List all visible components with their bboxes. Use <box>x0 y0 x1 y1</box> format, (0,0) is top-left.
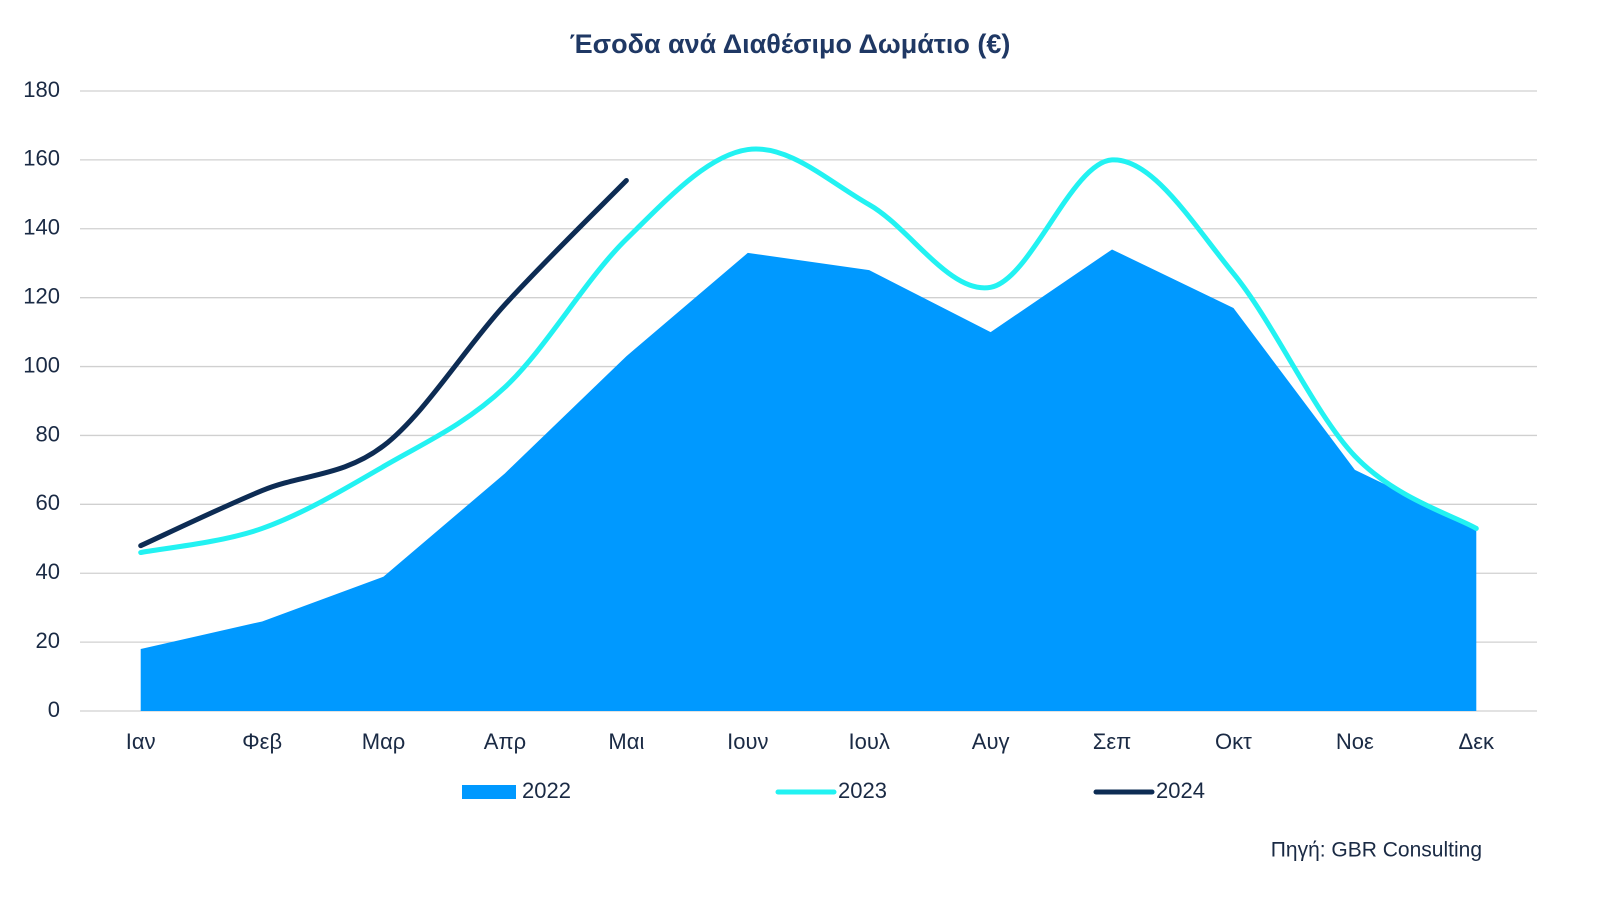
x-tick-label: Ιαν <box>126 729 156 754</box>
x-tick-label: Σεπ <box>1093 729 1132 754</box>
x-tick-label: Ιουλ <box>849 729 890 754</box>
y-tick-label: 20 <box>36 628 60 653</box>
source: Πηγή: GBR Consulting <box>1271 839 1482 862</box>
legend-label: 2023 <box>838 778 887 803</box>
area <box>140 249 1477 711</box>
x-tick-label: Δεκ <box>1459 729 1496 754</box>
y-tick-label: 180 <box>23 77 60 102</box>
legend-label: 2022 <box>522 778 571 803</box>
y-tick-label: 60 <box>36 490 60 515</box>
legend-label: 2024 <box>1156 778 1205 803</box>
x-tick-label: Απρ <box>484 729 526 754</box>
y-tick-label: 40 <box>36 559 60 584</box>
x-tick-label: Μαι <box>608 729 644 754</box>
x-tick-label: Νοε <box>1336 729 1374 754</box>
line <box>138 178 629 549</box>
x-tick-label: Αυγ <box>972 729 1010 754</box>
x-tick-label: Μαρ <box>362 729 406 754</box>
y-tick-label: 100 <box>23 352 60 377</box>
y-tick-label: 0 <box>48 697 60 722</box>
x-tick-label: Φεβ <box>242 729 282 754</box>
line <box>138 146 1479 556</box>
y-tick-label: 140 <box>23 215 60 240</box>
y-tick-label: 120 <box>23 283 60 308</box>
x-tick-label: Ιουν <box>727 729 768 754</box>
y-tick-label: 80 <box>36 421 60 446</box>
x-tick-label: Οκτ <box>1215 729 1252 754</box>
legend-swatch <box>462 785 516 799</box>
chart-title: Έσοδα ανά Διαθέσιμο Δωμάτιο (€) <box>570 29 1011 59</box>
y-tick-label: 160 <box>23 146 60 171</box>
